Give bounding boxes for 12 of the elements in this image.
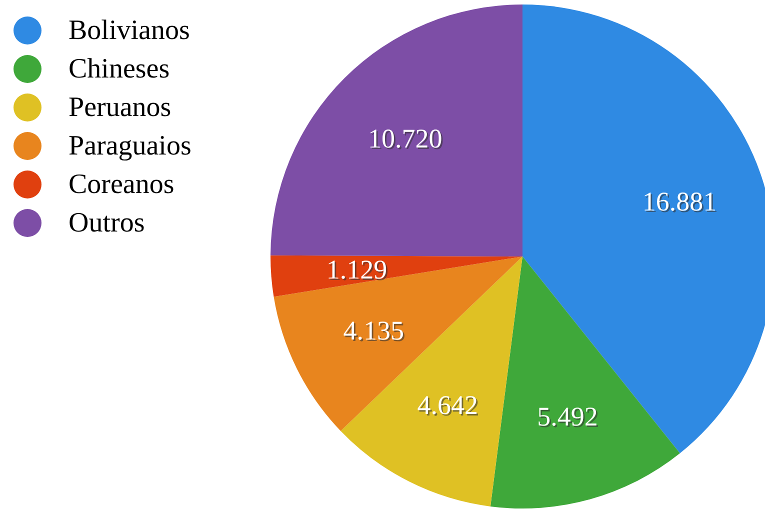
data-label: 4.642 [418,392,480,422]
data-label: 4.135 [344,317,406,348]
legend-label: Peruanos [68,92,172,123]
legend-label: Chineses [68,54,170,84]
legend-label: Coreanos [68,169,174,200]
legend-label: Outros [68,208,145,238]
data-label: 16.881 [644,188,718,218]
data-label: 1.129 [328,256,389,286]
legend-label: Bolivianos [68,15,190,46]
data-label: 10.720 [370,125,444,156]
legend-label: Paraguaios [68,130,192,162]
data-label: 5.492 [538,403,600,434]
